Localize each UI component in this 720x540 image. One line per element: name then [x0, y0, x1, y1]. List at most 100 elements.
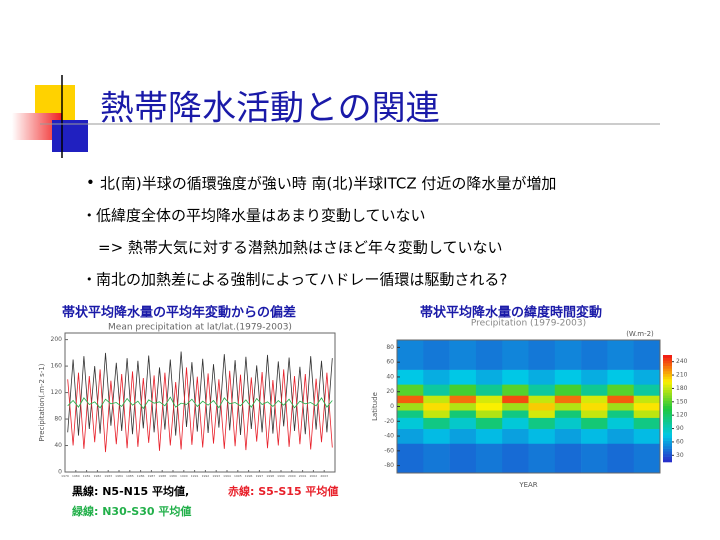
heat-cell	[554, 428, 582, 444]
heat-cell	[528, 402, 556, 411]
colorbar-label: 180	[676, 385, 688, 392]
heat-cell	[607, 410, 634, 418]
heat-cell	[554, 395, 582, 404]
colorbar-segment	[663, 403, 672, 407]
plot-frame	[64, 332, 336, 473]
x-tick-label: 1986	[137, 474, 145, 478]
heat-cell	[528, 443, 556, 474]
caption: 帯状平均降水量の緯度時間変動	[420, 305, 602, 321]
heat-cell	[397, 443, 424, 474]
heat-cell	[423, 402, 450, 411]
heat-cell	[528, 410, 556, 418]
colorbar-segment	[663, 411, 672, 415]
heat-cell	[397, 417, 424, 429]
unit-label: (W.m-2)	[626, 330, 654, 338]
x-tick-label: 1988	[158, 474, 166, 478]
x-tick-label: 1993	[212, 474, 220, 478]
heat-cell	[502, 395, 529, 404]
heat-cell	[581, 340, 608, 370]
x-tick-label: 1984	[115, 474, 123, 478]
heat-cell	[633, 410, 661, 418]
heat-cell	[554, 369, 582, 385]
heat-cell	[449, 369, 477, 385]
colorbar-segment	[663, 437, 672, 441]
heat-cell	[607, 369, 634, 385]
heat-cell	[607, 417, 634, 429]
colorbar-segment	[663, 360, 672, 364]
chart-title: Mean precipitation at lat/lat.(1979-2003…	[108, 323, 292, 333]
heat-cell	[423, 428, 450, 444]
y-tick-label: 80	[386, 344, 394, 351]
heat-cell	[554, 417, 582, 429]
colorbar-segment	[663, 379, 672, 383]
colorbar-segment	[663, 381, 672, 385]
heat-cell	[502, 369, 529, 385]
colorbar-segment	[663, 435, 672, 439]
y-axis-label: Latitude	[371, 392, 379, 421]
colorbar-label: 240	[676, 358, 688, 365]
heat-cell	[449, 395, 477, 404]
colorbar-segment	[663, 419, 672, 423]
x-axis-label: YEAR	[518, 481, 537, 489]
x-tick-label: 1991	[191, 474, 199, 478]
heat-cell	[475, 410, 503, 418]
y-tick-label: 0	[58, 469, 62, 476]
colorbar-segment	[663, 413, 672, 417]
heat-cell	[475, 369, 503, 385]
heat-cell	[397, 340, 424, 370]
heat-cell	[607, 402, 634, 411]
heat-cell	[581, 395, 608, 404]
colorbar-segment	[663, 443, 672, 447]
heat-cell	[581, 384, 608, 396]
colorbar-segment	[663, 459, 672, 463]
heat-cell	[423, 384, 450, 396]
heat-cell	[528, 369, 556, 385]
heat-cell	[554, 402, 582, 411]
colorbar-segment	[663, 440, 672, 444]
y-tick-label: 200	[51, 336, 63, 343]
heat-cell	[475, 443, 503, 474]
colorbar-segment	[663, 429, 672, 433]
y-tick-label: -20	[384, 418, 394, 425]
colorbar-label: 210	[676, 372, 688, 379]
colorbar-segment	[663, 453, 672, 457]
heat-cell	[633, 384, 661, 396]
heat-cell	[633, 395, 661, 404]
colorbar-segment	[663, 387, 672, 391]
x-tick-label: 1990	[180, 474, 188, 478]
heat-cell	[633, 428, 661, 444]
colorbar-segment	[663, 400, 672, 404]
heat-cell	[581, 410, 608, 418]
y-tick-label: -80	[384, 462, 394, 469]
heat-cell	[397, 384, 424, 396]
series-line	[67, 351, 333, 436]
heat-cell	[554, 443, 582, 474]
heat-cell	[502, 443, 529, 474]
heat-cell	[607, 428, 634, 444]
colorbar-label: 30	[676, 452, 684, 459]
caption: 帯状平均降水量の平均年変動からの偏差	[62, 305, 296, 321]
bullet-dot: •	[86, 174, 95, 192]
colorbar-segment	[663, 376, 672, 380]
heat-cell	[475, 428, 503, 444]
heat-cell	[633, 417, 661, 429]
heat-cell	[449, 428, 477, 444]
legend-entry: 赤線: S5-S15 平均値	[228, 484, 338, 498]
heat-cell	[449, 443, 477, 474]
deco-blue	[52, 120, 88, 152]
colorbar-label: 120	[676, 412, 688, 419]
colorbar-segment	[663, 363, 672, 366]
heat-cell	[449, 410, 477, 418]
colorbar-segment	[663, 432, 672, 436]
y-tick-label: 160	[51, 363, 63, 370]
heat-cell	[449, 417, 477, 429]
x-tick-label: 2002	[310, 474, 318, 478]
x-tick-label: 1981	[83, 474, 91, 478]
heat-cell	[502, 417, 529, 429]
y-tick-label: 0	[390, 403, 394, 410]
heat-cell	[607, 443, 634, 474]
heat-cell	[449, 384, 477, 396]
heat-cell	[633, 443, 661, 474]
colorbar-label: 60	[676, 438, 684, 445]
